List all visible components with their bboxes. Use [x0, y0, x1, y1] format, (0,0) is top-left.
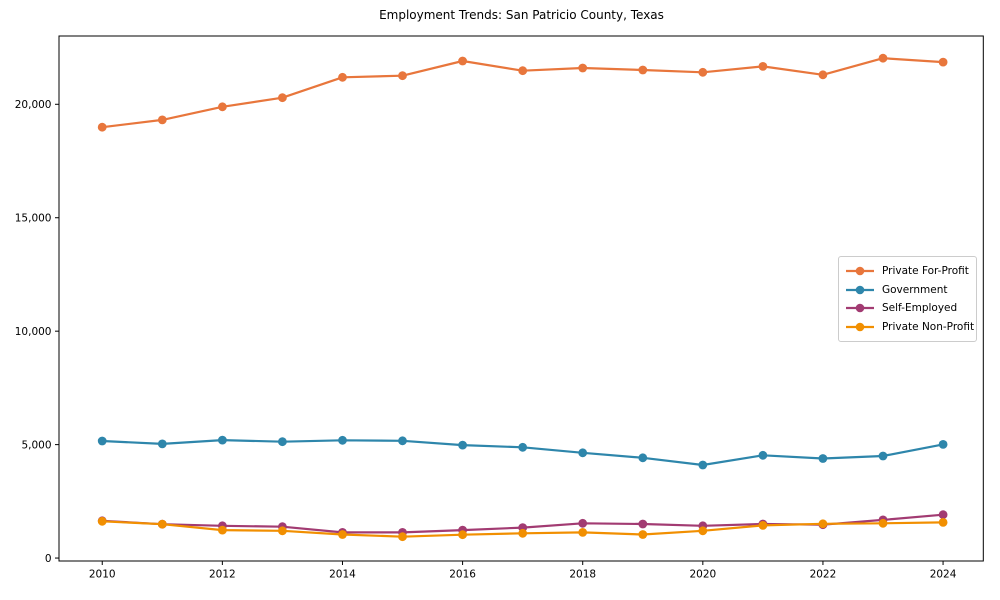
data-point-private-non-profit-2018	[578, 528, 588, 537]
x-tick-label: 2022	[810, 569, 837, 581]
data-point-private-for-profit-2010	[97, 122, 107, 132]
legend-marker-private-non-profit	[846, 322, 874, 332]
data-point-private-for-profit-2022	[818, 70, 828, 80]
legend-marker-government	[846, 285, 874, 295]
data-point-private-for-profit-2012	[218, 102, 227, 112]
y-tick-label: 0	[45, 553, 52, 565]
data-point-government-2019	[638, 453, 648, 463]
data-point-private-non-profit-2015	[398, 532, 407, 542]
plot-frame	[58, 35, 984, 562]
data-point-private-non-profit-2017	[518, 528, 528, 538]
data-point-private-for-profit-2015	[398, 71, 407, 81]
y-tick-label: 5,000	[21, 439, 51, 451]
data-point-private-for-profit-2013	[278, 93, 287, 103]
y-tick-label: 15,000	[15, 212, 52, 224]
data-point-private-for-profit-2018	[578, 63, 588, 73]
chart-title: Employment Trends: San Patricio County, …	[379, 8, 664, 22]
data-point-private-non-profit-2013	[278, 526, 287, 536]
data-point-government-2018	[578, 448, 588, 458]
x-tick-label: 2012	[209, 569, 236, 581]
data-point-private-non-profit-2010	[97, 516, 107, 526]
data-point-government-2021	[758, 450, 768, 460]
legend-label: Private Non-Profit	[882, 320, 975, 333]
data-point-government-2024	[938, 440, 948, 449]
data-point-private-for-profit-2023	[878, 53, 888, 63]
data-point-private-for-profit-2020	[698, 67, 708, 77]
data-point-private-for-profit-2011	[157, 115, 167, 125]
legend-label: Self-Employed	[882, 302, 958, 315]
x-tick-label: 2016	[449, 569, 476, 581]
data-point-private-for-profit-2014	[338, 72, 347, 82]
data-point-private-non-profit-2020	[698, 526, 708, 536]
data-point-private-non-profit-2012	[218, 525, 227, 535]
data-point-private-for-profit-2016	[458, 56, 467, 66]
data-point-government-2013	[278, 437, 287, 447]
x-tick-label: 2024	[930, 569, 957, 581]
x-tick-label: 2014	[329, 569, 356, 581]
data-point-private-non-profit-2022	[818, 519, 828, 529]
x-tick-label: 2010	[89, 569, 116, 581]
data-point-private-for-profit-2021	[758, 62, 768, 71]
data-point-government-2017	[518, 442, 528, 452]
x-tick-label: 2020	[689, 569, 716, 581]
legend-item-private-non-profit: Private Non-Profit	[845, 318, 974, 337]
legend-marker-private-for-profit	[846, 266, 874, 276]
data-point-government-2020	[698, 460, 708, 470]
data-point-government-2014	[338, 435, 347, 445]
data-point-government-2016	[458, 440, 467, 450]
data-point-government-2023	[878, 451, 888, 461]
data-point-self-employed-2024	[938, 510, 948, 520]
data-point-government-2010	[97, 436, 107, 446]
data-point-private-non-profit-2014	[338, 530, 347, 539]
data-point-private-non-profit-2023	[878, 518, 888, 528]
y-tick-label: 10,000	[15, 326, 52, 338]
data-point-private-for-profit-2019	[638, 65, 648, 75]
data-point-government-2022	[818, 454, 828, 463]
legend-label: Private For-Profit	[882, 265, 969, 278]
chart-legend: Private For-Profit Government Self-Emplo…	[838, 256, 977, 342]
legend-item-private-for-profit: Private For-Profit	[845, 262, 969, 281]
legend-item-self-employed: Self-Employed	[845, 299, 968, 318]
legend-label: Government	[882, 283, 948, 296]
y-tick-label: 20,000	[15, 99, 52, 111]
data-point-self-employed-2018	[578, 518, 588, 528]
data-point-private-for-profit-2024	[938, 57, 948, 67]
data-point-private-non-profit-2019	[638, 530, 648, 539]
data-point-government-2012	[218, 435, 227, 445]
x-tick-label: 2018	[569, 569, 596, 581]
data-point-private-for-profit-2017	[518, 66, 528, 76]
legend-item-government: Government	[845, 281, 968, 300]
data-point-government-2011	[157, 439, 167, 449]
data-point-private-non-profit-2016	[458, 530, 467, 540]
legend-marker-self-employed	[846, 303, 874, 313]
data-point-private-non-profit-2024	[938, 518, 948, 527]
data-point-private-non-profit-2011	[157, 519, 167, 529]
data-point-self-employed-2019	[638, 519, 648, 529]
data-point-government-2015	[398, 436, 407, 446]
data-point-private-non-profit-2021	[758, 521, 768, 530]
